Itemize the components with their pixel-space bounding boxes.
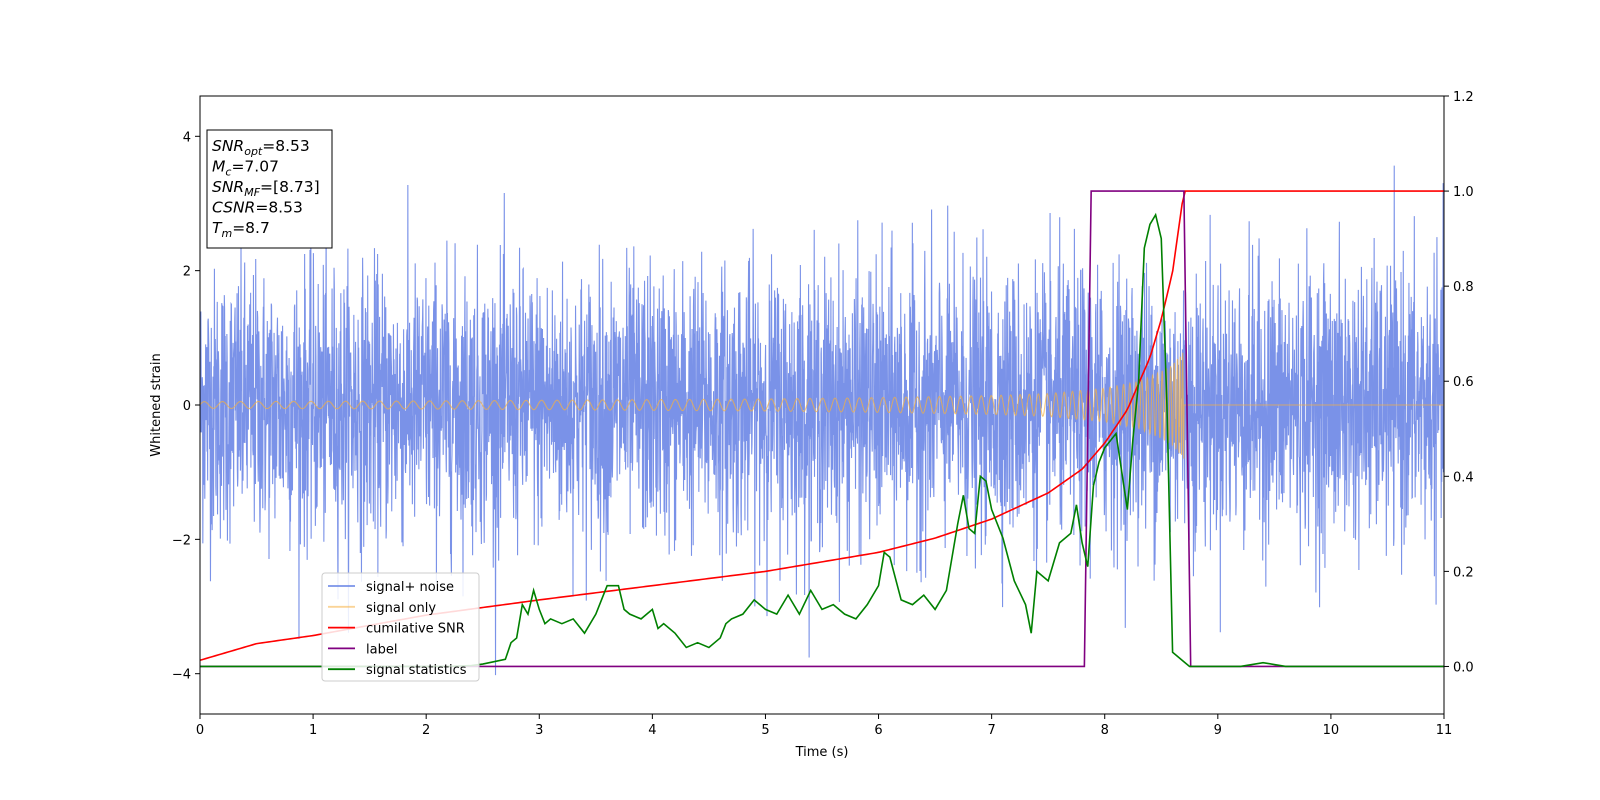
annotation-line: SNRopt=8.53	[212, 137, 310, 158]
x-tick-label: 7	[987, 723, 995, 738]
series-signal-only	[200, 352, 1444, 459]
series-signal-statistics	[200, 212, 1444, 668]
x-tick-label: 2	[422, 723, 430, 738]
y2-tick-label: 0.2	[1453, 565, 1474, 580]
legend-label: cumilative SNR	[366, 622, 465, 637]
y2-tick-label: 0.4	[1453, 470, 1474, 485]
y2-tick-label: 0.0	[1453, 660, 1474, 675]
y-tick-label: −4	[172, 668, 191, 683]
x-tick-label: 1	[309, 723, 317, 738]
y-tick-label: 4	[183, 130, 191, 145]
x-axis-label: Time (s)	[795, 745, 849, 760]
y2-tick-label: 0.8	[1453, 280, 1474, 295]
y-axis-label: Whitened strain	[149, 353, 164, 456]
x-tick-label: 5	[761, 723, 769, 738]
annotation-line: CSNR=8.53	[212, 199, 303, 217]
annotation-line: Mc=7.07	[212, 158, 279, 179]
x-tick-label: 6	[874, 723, 882, 738]
legend-label: signal only	[366, 601, 436, 616]
legend-frame	[321, 572, 480, 682]
legend-label: label	[366, 642, 397, 657]
legend-label: signal+ noise	[366, 580, 454, 595]
y2-tick-label: 1.0	[1453, 185, 1474, 200]
annotation-line: SNRMF=[8.73]	[212, 178, 320, 199]
axis-ticks: 0 1 2 3 4 5 6 7 8 9 10 11 4 2 0 −2 −4 1.2 1.0 0.8 0.6 0.4 0.2 0…	[172, 90, 1474, 738]
x-tick-label: 3	[535, 723, 543, 738]
legend: signal+ noise signal only cumilative SNR la…	[321, 572, 480, 682]
x-tick-label: 4	[648, 723, 656, 738]
x-tick-label: 10	[1323, 723, 1340, 738]
annotation-line: Tm=8.7	[212, 219, 270, 240]
legend-label: signal statistics	[366, 663, 467, 678]
y-tick-label: 0	[183, 399, 191, 414]
y-tick-label: −2	[172, 533, 191, 548]
series-signal-noise	[200, 165, 1444, 676]
y2-tick-label: 0.6	[1453, 375, 1474, 390]
x-tick-label: 11	[1436, 723, 1453, 738]
x-tick-label: 9	[1214, 723, 1222, 738]
y2-tick-label: 1.2	[1453, 90, 1474, 105]
y-tick-label: 2	[183, 265, 191, 280]
x-tick-label: 0	[196, 723, 204, 738]
x-tick-label: 8	[1101, 723, 1109, 738]
annotation-frame	[206, 129, 333, 249]
